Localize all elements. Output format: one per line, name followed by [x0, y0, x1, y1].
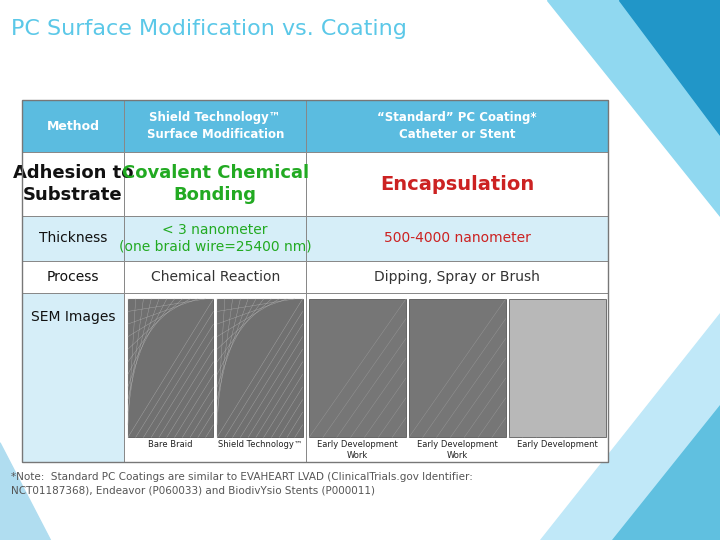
Text: Shield Technology™: Shield Technology™	[217, 440, 302, 449]
Text: Thickness: Thickness	[39, 231, 107, 245]
Text: PC Surface Modification vs. Coating: PC Surface Modification vs. Coating	[11, 19, 407, 39]
Bar	[22, 100, 125, 152]
Bar	[125, 152, 306, 215]
Bar	[306, 100, 608, 152]
Text: Covalent Chemical
Bonding: Covalent Chemical Bonding	[122, 164, 309, 204]
Bar	[128, 299, 213, 437]
Text: Process: Process	[47, 270, 99, 284]
Text: Early Development: Early Development	[517, 440, 598, 449]
Bar	[125, 215, 306, 261]
Text: Dipping, Spray or Brush: Dipping, Spray or Brush	[374, 270, 540, 284]
Text: Method: Method	[47, 120, 99, 133]
Bar	[22, 293, 125, 462]
Polygon shape	[0, 443, 50, 540]
Text: Adhesion to
Substrate: Adhesion to Substrate	[13, 164, 133, 204]
Bar	[306, 293, 608, 462]
Text: < 3 nanometer
(one braid wire=25400 nm): < 3 nanometer (one braid wire=25400 nm)	[119, 222, 312, 254]
Text: Bare Braid: Bare Braid	[148, 440, 193, 449]
Text: Encapsulation: Encapsulation	[380, 174, 534, 193]
Bar	[125, 261, 306, 293]
Bar	[306, 152, 608, 215]
Text: “Standard” PC Coating*
Catheter or Stent: “Standard” PC Coating* Catheter or Stent	[377, 111, 537, 141]
Text: 500-4000 nanometer: 500-4000 nanometer	[384, 231, 531, 245]
Text: Shield Technology™
Surface Modification: Shield Technology™ Surface Modification	[147, 111, 284, 141]
Text: Chemical Reaction: Chemical Reaction	[150, 270, 280, 284]
Bar	[125, 100, 306, 152]
Text: Early Development
Work: Early Development Work	[417, 440, 498, 460]
Bar	[306, 261, 608, 293]
Bar	[306, 215, 608, 261]
Bar	[125, 293, 306, 462]
Bar	[217, 299, 302, 437]
Text: Early Development
Work: Early Development Work	[317, 440, 398, 460]
Bar	[508, 299, 606, 437]
Polygon shape	[547, 0, 720, 216]
Polygon shape	[540, 313, 720, 540]
Bar	[309, 299, 406, 437]
Text: SEM Images: SEM Images	[31, 309, 115, 323]
Bar	[22, 152, 125, 215]
Bar	[409, 299, 505, 437]
Bar	[22, 215, 125, 261]
Text: *Note:  Standard PC Coatings are similar to EVAHEART LVAD (ClinicalTrials.gov Id: *Note: Standard PC Coatings are similar …	[11, 472, 472, 496]
Polygon shape	[619, 0, 720, 135]
Bar	[22, 100, 608, 462]
Polygon shape	[612, 405, 720, 540]
Bar	[22, 261, 125, 293]
